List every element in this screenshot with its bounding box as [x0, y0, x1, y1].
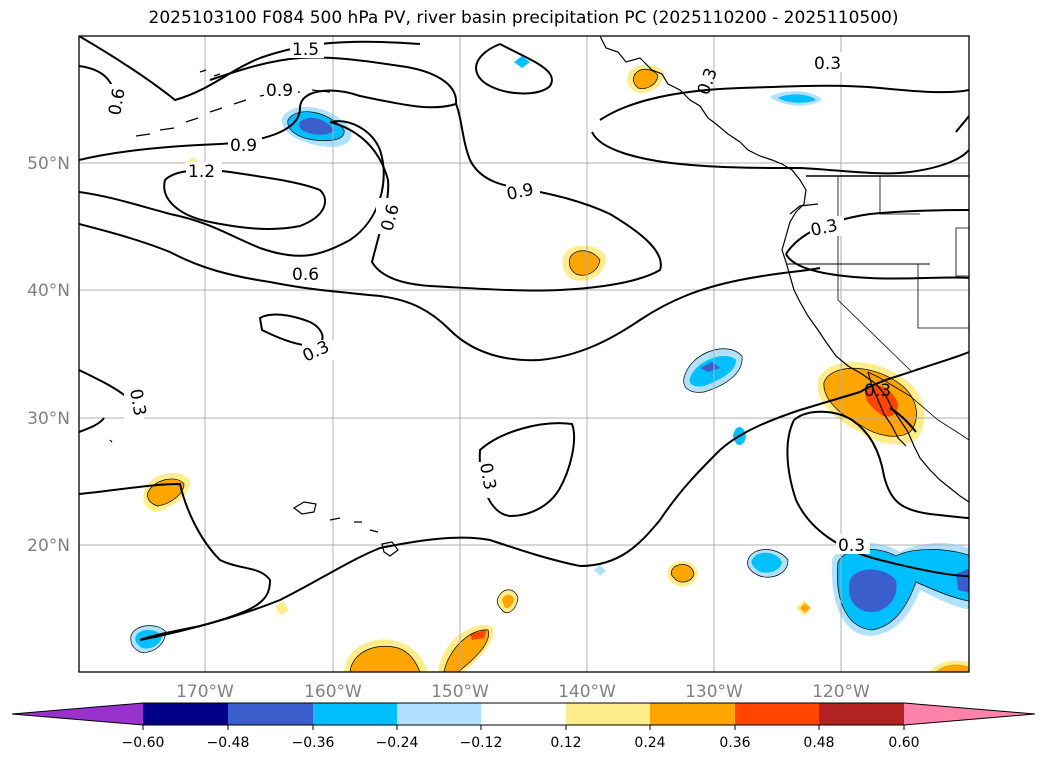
lat-label-30n: 30°N	[27, 409, 70, 429]
colorbar-bin	[566, 703, 650, 725]
lon-label-130w: 130°W	[685, 682, 743, 702]
lat-label-20n: 20°N	[27, 536, 70, 556]
graticule	[79, 36, 969, 672]
colorbar-tick-label: −0.48	[207, 735, 250, 751]
colorbar-bin	[819, 703, 904, 725]
map-background	[79, 36, 969, 672]
contour-label-0-3-b: 0.3	[125, 387, 149, 417]
colorbar-bin	[143, 703, 228, 725]
neg-anomaly-southeast	[831, 543, 969, 636]
colorbar-tick-label: 0.12	[550, 735, 581, 751]
contour-label-0-9-a: 0.9	[266, 81, 293, 101]
contour-label-0-6-b: 0.6	[292, 265, 319, 285]
colorbar-bin	[735, 703, 819, 725]
colorbar: −0.60 −0.48 −0.36 −0.24 −0.12 0.12 0.24 …	[11, 702, 1036, 751]
map-frame	[78, 35, 970, 673]
colorbar-bin	[313, 703, 397, 725]
colorbar-tick-label: 0.36	[719, 735, 750, 751]
colorbar-extend-high	[904, 703, 1035, 725]
contour-label-0-3-f: 0.3	[864, 381, 891, 401]
contour-label-0-6-a: 0.6	[105, 87, 129, 117]
anomaly-outlines	[130, 68, 969, 672]
lon-label-160w: 160°W	[304, 682, 362, 702]
contour-label-0-9-b: 0.9	[230, 136, 257, 156]
neg-anomaly-gulf-alaska	[281, 106, 352, 147]
lat-label-50n: 50°N	[27, 154, 70, 174]
lat-label-40n: 40°N	[27, 281, 70, 301]
longitude-labels: 170°W 160°W 150°W 140°W 130°W 120°W	[176, 682, 870, 702]
colorbar-tick-label: −0.60	[122, 735, 165, 751]
coastlines	[109, 36, 969, 557]
pv-contours	[79, 36, 969, 641]
lon-label-170w: 170°W	[176, 682, 234, 702]
colorbar-tick-label: −0.36	[292, 735, 335, 751]
colorbar-tick-label: 0.48	[803, 735, 834, 751]
latitude-labels: 50°N 40°N 30°N 20°N	[27, 154, 70, 556]
lon-label-120w: 120°W	[812, 682, 870, 702]
contour-label-1-5: 1.5	[292, 40, 319, 60]
colorbar-tick-label: 0.60	[888, 735, 919, 751]
colorbar-bin	[650, 703, 735, 725]
colorbar-tick-label: 0.24	[634, 735, 665, 751]
colorbar-bin	[228, 703, 313, 725]
map-title: 2025103100 F084 500 hPa PV, river basin …	[148, 8, 899, 28]
contour-label-0-3-d: 0.3	[814, 54, 841, 74]
colorbar-bin	[397, 703, 481, 725]
lon-label-150w: 150°W	[431, 682, 489, 702]
colorbar-extend-low	[12, 703, 143, 725]
contour-label-0-3-g: 0.3	[838, 536, 865, 556]
contour-label-1-2: 1.2	[188, 162, 215, 182]
contour-labels: 1.5 0.9 0.6 0.9 1.2 0.6 0.6 0.3 0.3 0.9 …	[102, 40, 891, 556]
colorbar-tick-label: −0.12	[460, 735, 503, 751]
contour-label-0-3-c: 0.3	[475, 461, 499, 491]
colorbar-bin	[481, 703, 566, 725]
lon-label-140w: 140°W	[558, 682, 616, 702]
colorbar-tick-label: −0.24	[376, 735, 419, 751]
